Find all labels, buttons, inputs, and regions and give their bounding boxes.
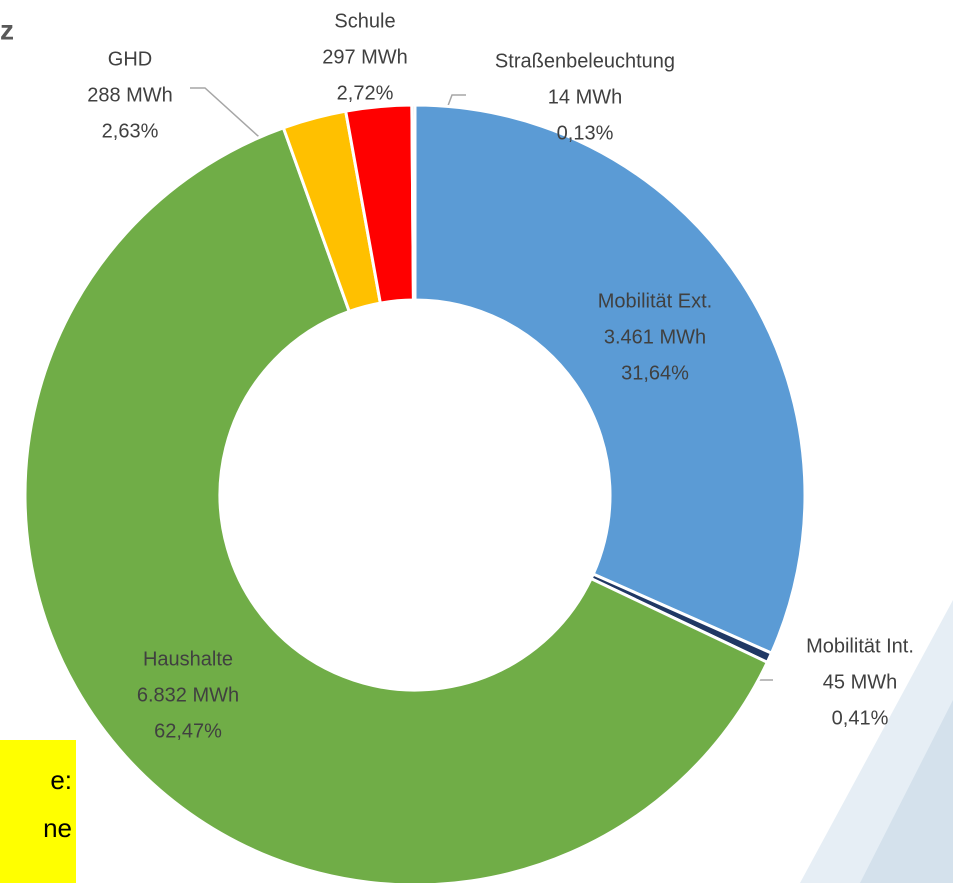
slice <box>23 125 770 883</box>
data-label-name: Schule <box>334 10 395 32</box>
chart-title: z <box>0 14 14 45</box>
note-text: ne <box>43 813 72 843</box>
data-label-value: 288 MWh <box>87 84 173 106</box>
data-label-value: 14 MWh <box>548 86 622 108</box>
slice <box>413 103 807 656</box>
data-label-name: GHD <box>108 48 152 70</box>
data-label-percent: 31,64% <box>621 362 689 384</box>
data-label-name: Mobilität Ext. <box>598 290 712 312</box>
note-text: e: <box>50 765 72 795</box>
data-label-percent: 2,63% <box>102 120 159 142</box>
data-label-value: 297 MWh <box>322 46 408 68</box>
data-label-percent: 0,41% <box>832 707 889 729</box>
data-label-percent: 2,72% <box>337 82 394 104</box>
slice <box>410 103 417 302</box>
data-label-percent: 0,13% <box>557 122 614 144</box>
background-decoration <box>860 700 953 883</box>
data-label-value: 6.832 MWh <box>137 684 239 706</box>
data-label-percent: 62,47% <box>154 720 222 742</box>
data-label-name: Mobilität Int. <box>806 635 914 657</box>
note-box <box>0 740 76 883</box>
data-label-value: 45 MWh <box>823 671 897 693</box>
data-label-value: 3.461 MWh <box>604 326 706 348</box>
data-label-name: Haushalte <box>143 648 233 670</box>
data-label-name: Straßenbeleuchtung <box>495 50 675 72</box>
